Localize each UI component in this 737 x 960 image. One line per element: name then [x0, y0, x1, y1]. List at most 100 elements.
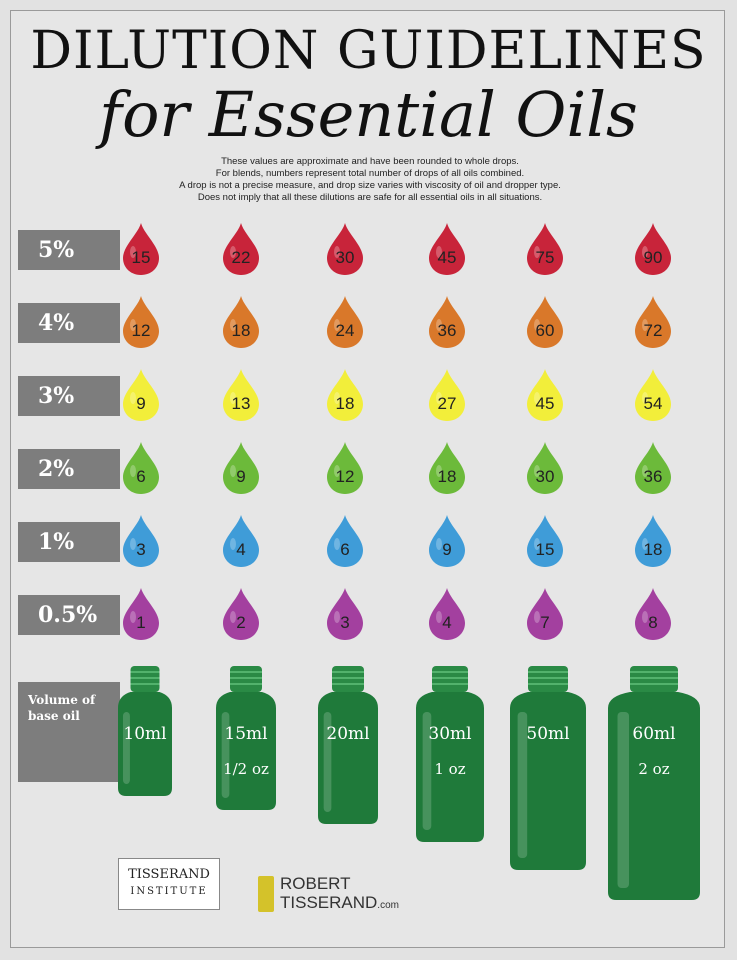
drop-icon	[429, 515, 465, 567]
bottle: 10ml	[116, 666, 174, 796]
volume-label-line-1: Volume of	[28, 693, 96, 707]
drop-icon	[635, 369, 671, 421]
bottle: 60ml 2 oz	[606, 666, 702, 900]
drop-count: 12	[326, 441, 364, 495]
dilution-label: 4%	[18, 303, 120, 343]
drop-value: 22	[231, 248, 251, 267]
drop-value: 7	[540, 613, 550, 632]
dilution-label: 1%	[18, 522, 120, 562]
drop-count: 8	[634, 587, 672, 641]
bottle-volume: 30ml	[428, 724, 472, 744]
drop-value: 18	[231, 321, 251, 340]
bottle-volume: 15ml	[224, 724, 268, 744]
drop-icon	[123, 369, 159, 421]
drop-count: 15	[122, 222, 160, 276]
drop-value: 24	[335, 321, 355, 340]
drop-value: 45	[535, 394, 555, 413]
volume-label-line-2: base oil	[28, 709, 80, 723]
note-line: For blends, numbers represent total numb…	[215, 168, 525, 179]
drop-value: 15	[131, 248, 151, 267]
drop-icon	[327, 515, 363, 567]
notes: These values are approximate and have be…	[120, 156, 620, 204]
tisserand-institute-logo: TISSERAND INSTITUTE	[118, 858, 220, 910]
drop-count: 24	[326, 295, 364, 349]
bottle-icon	[216, 666, 276, 810]
bottle-volume: 10ml	[123, 724, 167, 744]
drop-count: 45	[526, 368, 564, 422]
dilution-label: 3%	[18, 376, 120, 416]
drop-value: 18	[335, 394, 355, 413]
drop-value: 45	[437, 248, 457, 267]
drop-icon	[527, 369, 563, 421]
drop-icon	[429, 369, 465, 421]
drop-count: 6	[326, 514, 364, 568]
drop-value: 12	[131, 321, 151, 340]
drop-icon	[327, 588, 363, 640]
drop-count: 2	[222, 587, 260, 641]
drop-icon	[429, 588, 465, 640]
drop-icon	[223, 223, 259, 275]
drop-value: 36	[643, 467, 663, 486]
bottle-icon	[318, 666, 378, 824]
title-line-2: for Essential Oils	[99, 78, 638, 151]
drop-icon	[635, 296, 671, 348]
logo-line-1: ROBERT	[280, 874, 351, 893]
bottle-oz: 1 oz	[434, 760, 466, 778]
drop-count: 7	[526, 587, 564, 641]
bottle: 20ml	[316, 666, 380, 824]
bottle-icon	[416, 666, 484, 842]
drop-icon	[327, 223, 363, 275]
drop-icon	[527, 442, 563, 494]
drop-icon	[123, 588, 159, 640]
drop-icon	[635, 588, 671, 640]
dilution-label: 5%	[18, 230, 120, 270]
drop-icon	[123, 223, 159, 275]
drop-value: 90	[643, 248, 663, 267]
drop-count: 30	[326, 222, 364, 276]
drop-icon	[123, 296, 159, 348]
bottle-volume: 50ml	[526, 724, 570, 744]
drop-value: 12	[335, 467, 355, 486]
drop-icon	[527, 515, 563, 567]
drop-count: 3	[326, 587, 364, 641]
drop-value: 9	[236, 467, 246, 486]
drop-count: 60	[526, 295, 564, 349]
drop-icon	[123, 442, 159, 494]
drop-value: 18	[643, 540, 663, 559]
drop-count: 9	[222, 441, 260, 495]
drop-count: 9	[428, 514, 466, 568]
drop-count: 45	[428, 222, 466, 276]
drop-value: 72	[643, 321, 663, 340]
drop-count: 12	[122, 295, 160, 349]
drop-value: 30	[335, 248, 355, 267]
drop-icon	[527, 588, 563, 640]
drop-count: 54	[634, 368, 672, 422]
bottle-icon	[608, 666, 700, 900]
drop-count: 13	[222, 368, 260, 422]
drop-icon	[327, 369, 363, 421]
dilution-label: 0.5%	[18, 595, 120, 635]
bottle-volume: 60ml	[632, 724, 676, 744]
drop-count: 3	[122, 514, 160, 568]
dilution-label: 2%	[18, 449, 120, 489]
bottle-oz: 2 oz	[638, 760, 670, 778]
drop-count: 75	[526, 222, 564, 276]
drop-count: 18	[428, 441, 466, 495]
drop-value: 6	[136, 467, 146, 486]
drop-icon	[327, 442, 363, 494]
drop-value: 15	[535, 540, 555, 559]
drop-count: 4	[222, 514, 260, 568]
drop-count: 18	[326, 368, 364, 422]
drop-count: 18	[634, 514, 672, 568]
note-line: These values are approximate and have be…	[221, 156, 519, 167]
bottle: 15ml 1/2 oz	[214, 666, 278, 810]
drop-value: 4	[236, 540, 246, 559]
bottle: 30ml 1 oz	[414, 666, 486, 842]
drop-icon	[223, 588, 259, 640]
drop-count: 9	[122, 368, 160, 422]
drop-icon	[327, 296, 363, 348]
leaf-icon	[258, 876, 274, 912]
bottle-oz: 1/2 oz	[223, 760, 269, 778]
drop-value: 1	[136, 613, 146, 632]
drop-count: 72	[634, 295, 672, 349]
